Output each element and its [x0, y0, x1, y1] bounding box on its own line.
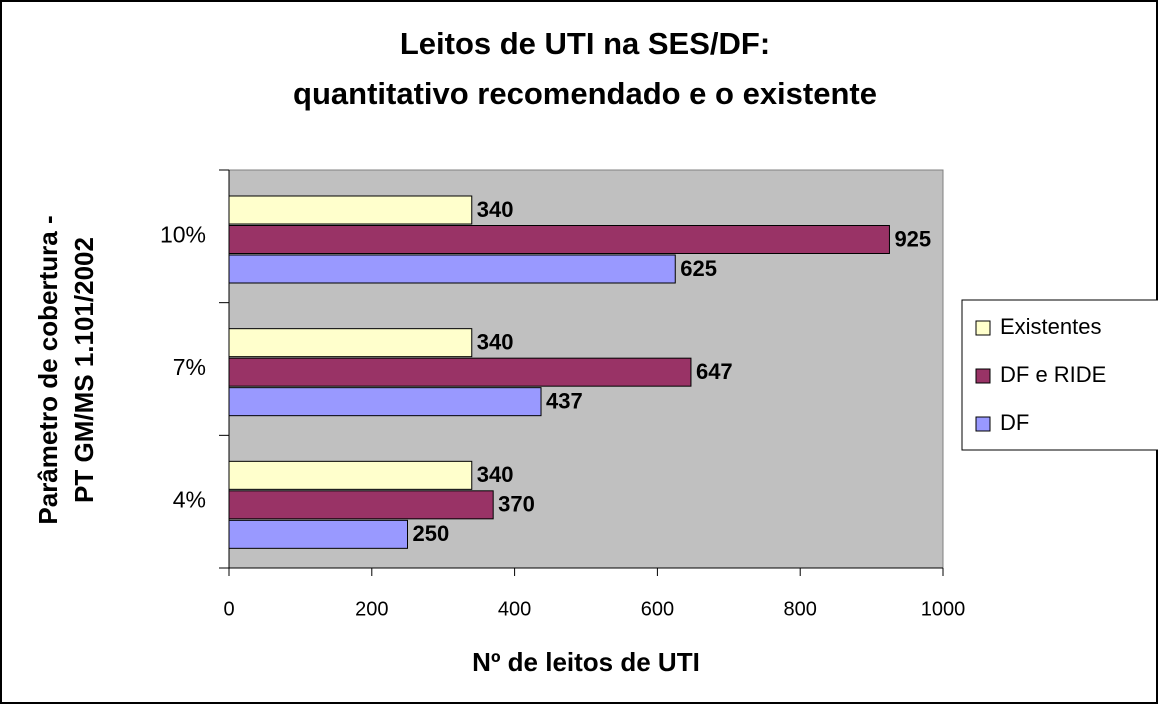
- data-label: 625: [680, 256, 717, 281]
- bar: [228, 357, 692, 387]
- data-label: 647: [696, 359, 733, 384]
- x-tick-label: 800: [784, 598, 817, 620]
- bar: [228, 387, 542, 417]
- x-tick-label: 400: [498, 598, 531, 620]
- x-tick-label: 1000: [921, 598, 966, 620]
- bar: [228, 490, 494, 520]
- legend-swatch: [975, 320, 991, 336]
- chart-title: Leitos de UTI na SES/DF:: [400, 26, 770, 61]
- y-axis-title: PT GM/MS 1.101/2002: [69, 237, 99, 503]
- x-tick-label: 0: [223, 598, 234, 620]
- data-label: 370: [498, 492, 535, 517]
- y-tick-label: 7%: [173, 354, 206, 380]
- legend-box: [961, 299, 1158, 451]
- bar: [228, 225, 890, 254]
- bar: [228, 460, 473, 490]
- legend-label: DF: [1000, 410, 1029, 435]
- bar: [228, 328, 473, 358]
- bar: [228, 195, 473, 225]
- x-tick-label: 600: [641, 598, 674, 620]
- legend-label: DF e RIDE: [1000, 362, 1106, 387]
- chart-title: quantitativo recomendado e o existente: [293, 76, 877, 111]
- data-label: 340: [477, 329, 514, 354]
- x-axis-title: Nº de leitos de UTI: [472, 647, 700, 677]
- data-label: 340: [477, 462, 514, 487]
- bar: [228, 254, 676, 284]
- data-label: 340: [477, 197, 514, 222]
- data-label: 250: [413, 521, 450, 546]
- data-label: 925: [894, 226, 931, 251]
- y-axis-title: Parâmetro de cobertura -: [33, 215, 63, 524]
- y-tick-label: 10%: [160, 221, 206, 247]
- legend-swatch: [975, 368, 991, 384]
- bar: [228, 519, 408, 549]
- legend-swatch: [975, 416, 991, 432]
- legend-label: Existentes: [1000, 314, 1102, 339]
- data-label: 437: [546, 388, 583, 413]
- y-tick-label: 4%: [173, 487, 206, 513]
- x-tick-label: 200: [355, 598, 388, 620]
